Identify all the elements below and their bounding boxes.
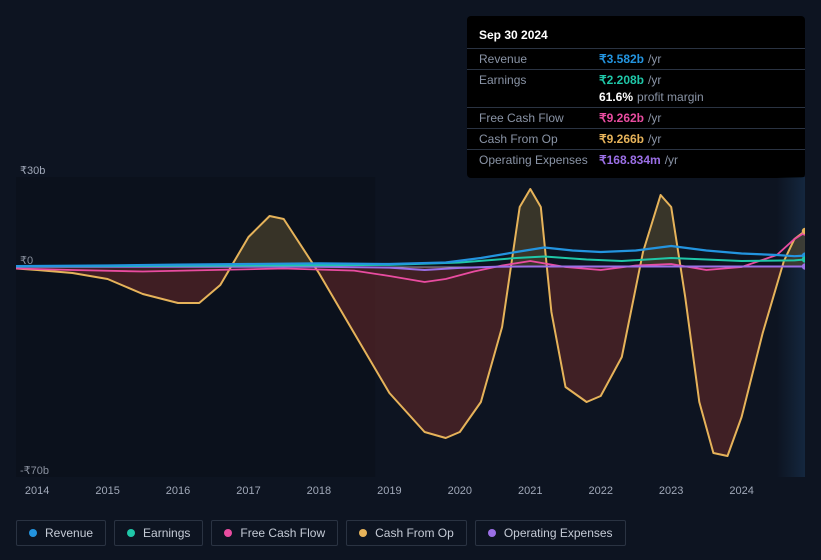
chart-plot[interactable] [16,177,805,477]
x-axis-label: 2023 [659,485,683,497]
tooltip-value: ₹3.582b [599,52,644,66]
tooltip-date: Sep 30 2024 [467,24,805,48]
x-axis-label: 2016 [166,485,190,497]
tooltip-row: Cash From Op₹9.266b/yr [467,128,805,149]
tooltip-value-wrap: ₹2.208b/yr [599,73,661,87]
tooltip-row: .61.6%profit margin [467,90,805,107]
x-axis: 2014 2015 2016 2017 2018 2019 2020 2021 2022 2023… [16,485,805,505]
chart-area: ₹30b₹0-₹70b 2014201520162017201820192020… [16,155,805,512]
tooltip-label: Free Cash Flow [479,111,599,125]
tooltip-unit: /yr [648,111,661,125]
tooltip-value-wrap: ₹9.262b/yr [599,111,661,125]
legend-label: Cash From Op [375,526,454,540]
legend-swatch [359,529,367,537]
tooltip-label: Earnings [479,73,599,87]
tooltip-value: ₹9.266b [599,132,644,146]
x-axis-label: 2022 [588,485,612,497]
data-tooltip: Sep 30 2024 Revenue₹3.582b/yrEarnings₹2.… [467,16,805,178]
legend-swatch [29,529,37,537]
x-axis-label: 2024 [729,485,753,497]
x-axis-label: 2021 [518,485,542,497]
tooltip-value: ₹9.262b [599,111,644,125]
legend-item-revenue[interactable]: Revenue [16,520,106,546]
legend-item-free-cash-flow[interactable]: Free Cash Flow [211,520,338,546]
x-axis-label: 2014 [25,485,49,497]
legend-swatch [488,529,496,537]
tooltip-value-wrap: 61.6% profit margin [599,90,704,104]
x-axis-label: 2019 [377,485,401,497]
legend-label: Free Cash Flow [240,526,325,540]
y-axis-label: ₹30b [20,164,45,177]
tooltip-unit: /yr [648,132,661,146]
tooltip-unit: /yr [648,73,661,87]
legend-item-operating-expenses[interactable]: Operating Expenses [475,520,626,546]
tooltip-value-wrap: ₹9.266b/yr [599,132,661,146]
tooltip-row: Revenue₹3.582b/yr [467,48,805,69]
tooltip-value: ₹2.208b [599,73,644,87]
tooltip-value-wrap: ₹3.582b/yr [599,52,661,66]
legend-label: Earnings [143,526,190,540]
legend-label: Operating Expenses [504,526,613,540]
legend-label: Revenue [45,526,93,540]
legend-bar: Revenue Earnings Free Cash Flow Cash From O… [16,520,805,546]
tooltip-unit: /yr [648,52,661,66]
legend-swatch [224,529,232,537]
tooltip-unit: profit margin [637,90,704,104]
tooltip-label: Cash From Op [479,132,599,146]
legend-swatch [127,529,135,537]
x-axis-label: 2015 [95,485,119,497]
legend-item-earnings[interactable]: Earnings [114,520,203,546]
x-axis-label: 2018 [307,485,331,497]
x-axis-label: 2017 [236,485,260,497]
tooltip-row: Earnings₹2.208b/yr [467,69,805,90]
legend-item-cash-from-op[interactable]: Cash From Op [346,520,467,546]
tooltip-value: 61.6% [599,90,633,104]
tooltip-label: Revenue [479,52,599,66]
x-axis-label: 2020 [448,485,472,497]
tooltip-row: Free Cash Flow₹9.262b/yr [467,107,805,128]
